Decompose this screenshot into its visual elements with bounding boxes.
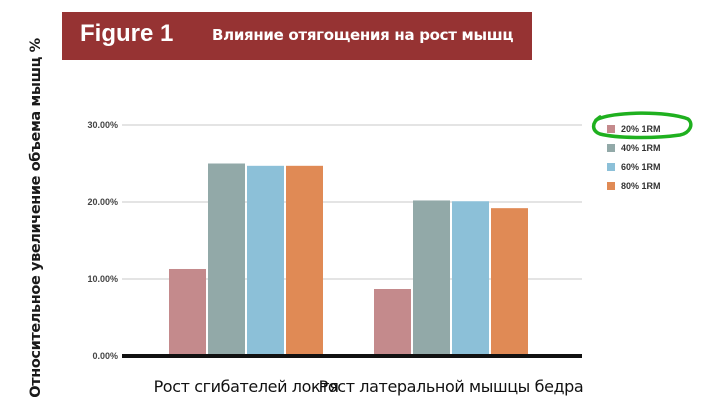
highlight-circle [591, 111, 693, 140]
legend-swatch [607, 144, 615, 152]
bar [413, 200, 450, 356]
legend-label: 40% 1RM [621, 143, 661, 153]
x-category-label: Рост сгибателей локтя [154, 377, 339, 396]
y-tick-label: 30.00% [87, 120, 118, 130]
figure-title: Влияние отягощения на рост мышц [212, 26, 514, 44]
bar [491, 208, 528, 356]
y-tick-label: 20.00% [87, 197, 118, 207]
legend-swatch [607, 125, 615, 133]
bar [374, 289, 411, 356]
y-tick-label: 0.00% [92, 351, 118, 361]
legend-swatch [607, 182, 615, 190]
x-category-label: Рост латеральной мышцы бедра [319, 377, 584, 396]
bar [208, 163, 245, 356]
figure-banner: Figure 1 Влияние отягощения на рост мышц [62, 12, 532, 60]
figure-label: Figure 1 [80, 20, 174, 47]
bar [247, 165, 284, 356]
bar [452, 201, 489, 356]
legend-label: 20% 1RM [621, 124, 661, 134]
y-tick-label: 10.00% [87, 274, 118, 284]
legend-label: 80% 1RM [621, 181, 661, 191]
bar [286, 165, 323, 356]
legend-label: 60% 1RM [621, 162, 661, 172]
legend-swatch [607, 163, 615, 171]
bar [169, 268, 206, 356]
